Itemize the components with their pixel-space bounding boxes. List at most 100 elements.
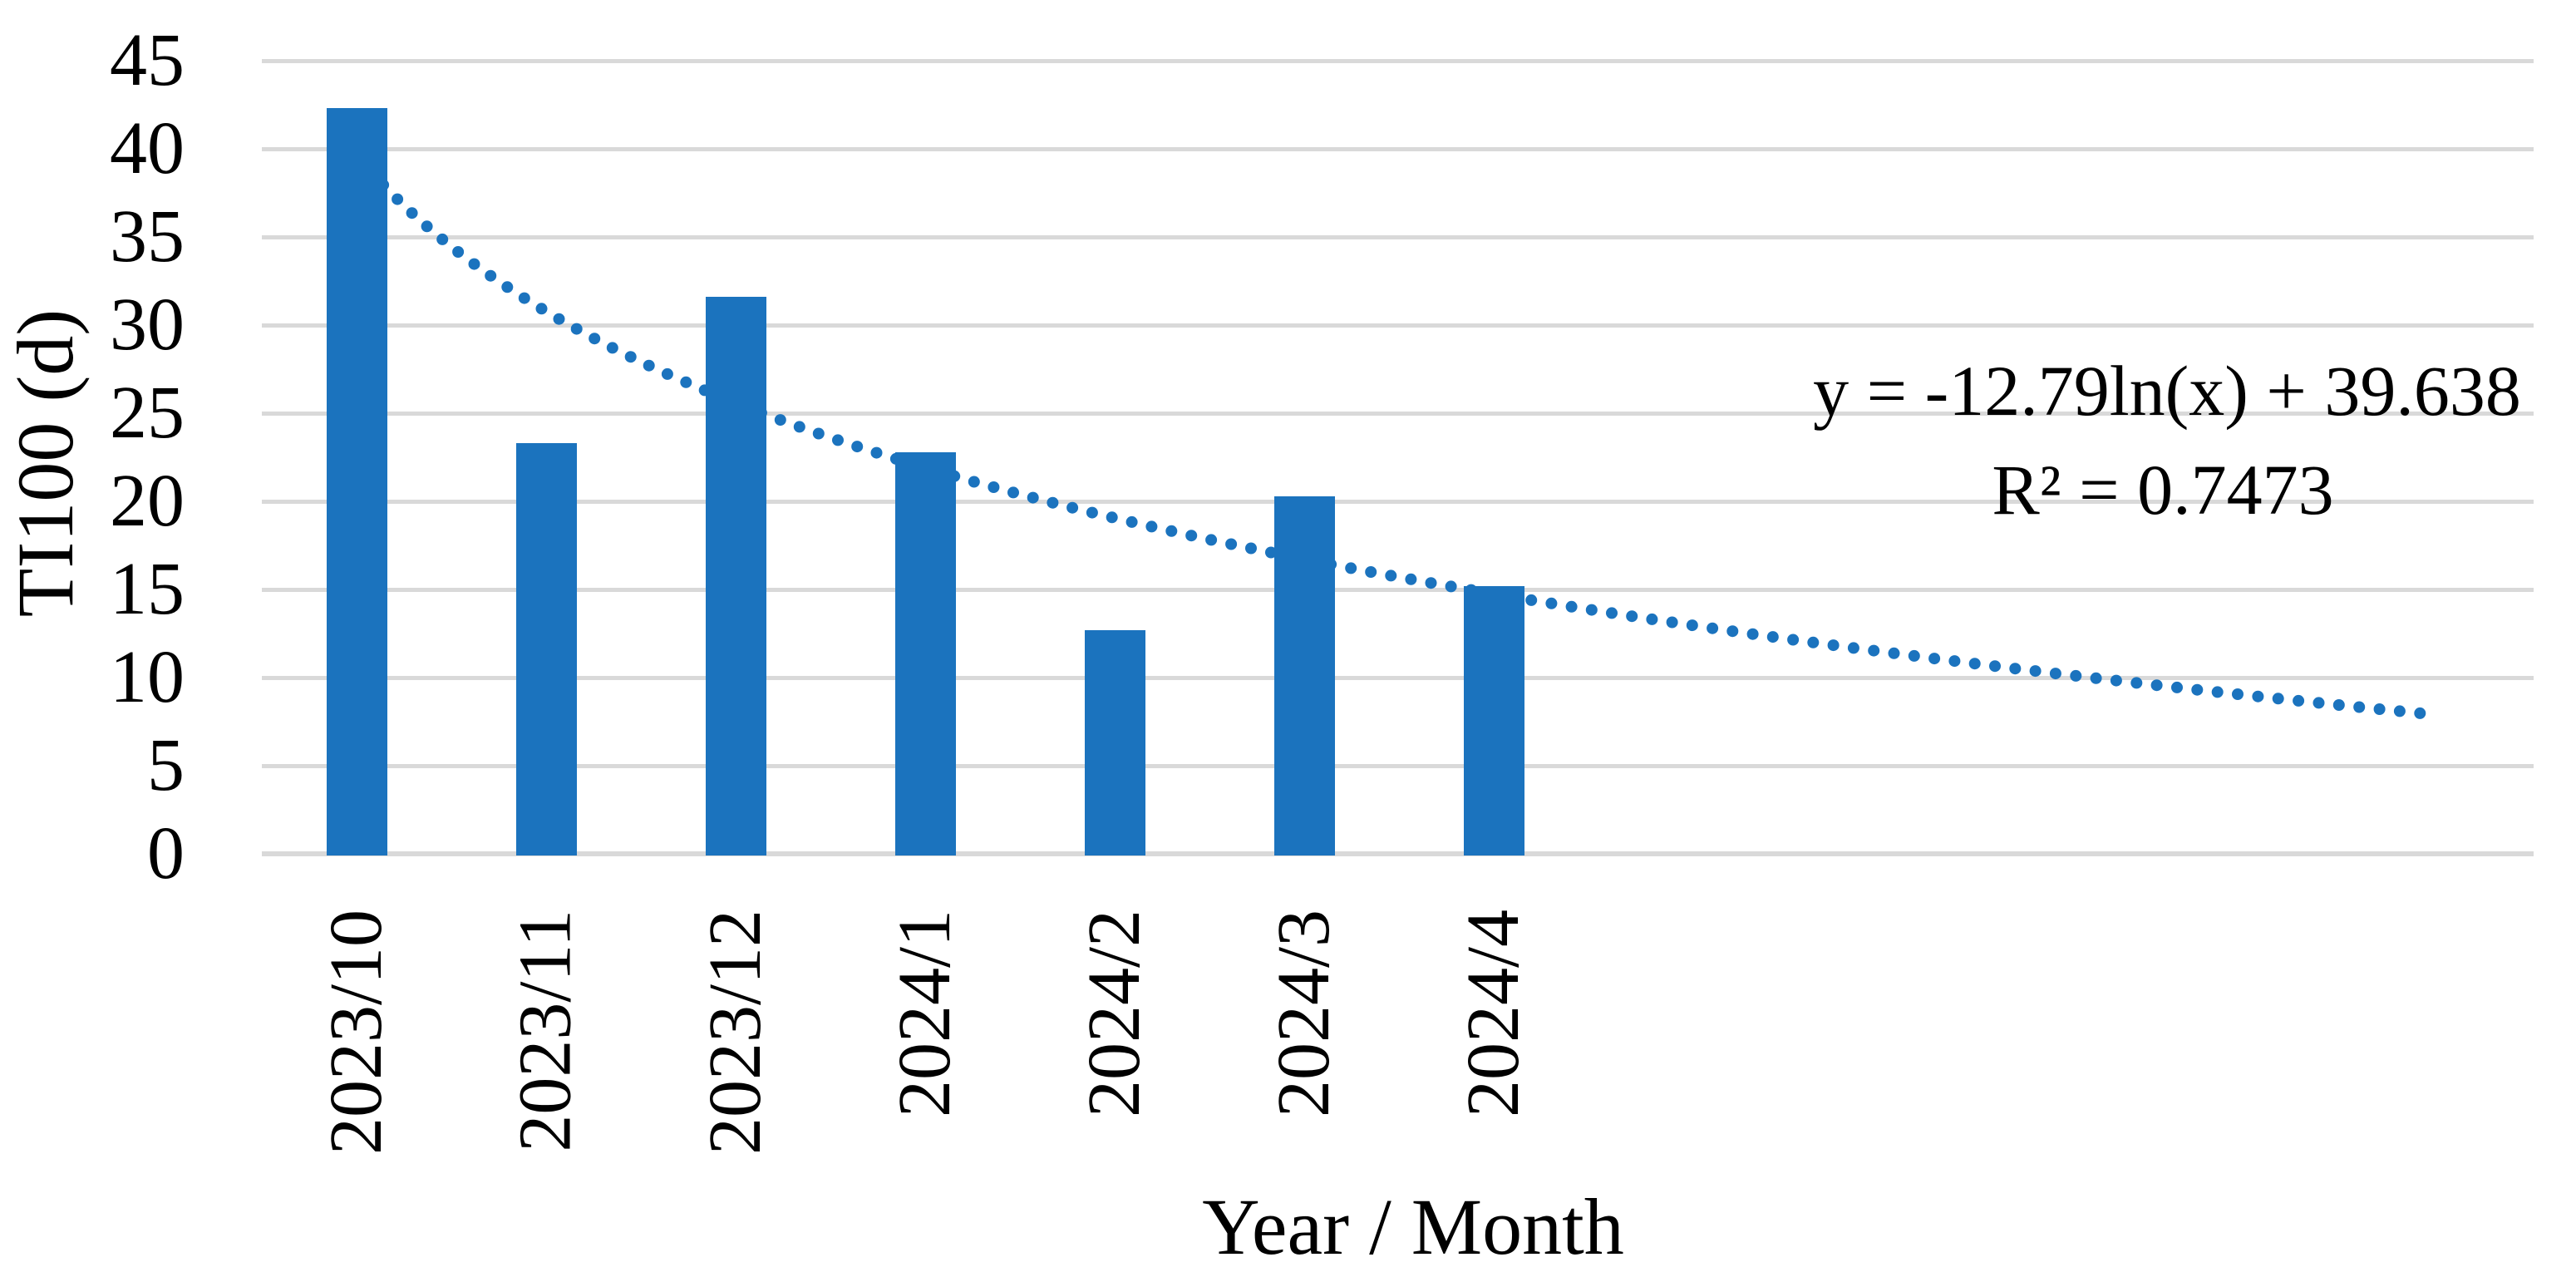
trendline-dot	[1787, 634, 1800, 646]
trendline-dot	[1928, 653, 1941, 665]
gridline-35	[262, 235, 2534, 239]
trendline-dot	[774, 414, 786, 426]
trendline-dot	[968, 476, 980, 488]
trendline-dot	[1545, 597, 1558, 609]
trendline-dot	[1746, 628, 1759, 640]
trendline-dot	[643, 359, 655, 372]
trendline-dot	[2049, 668, 2061, 680]
trendline-dot	[2191, 683, 2204, 696]
trendline-dot	[1989, 660, 2001, 673]
y-tick-15: 15	[110, 548, 185, 630]
bar-2024-3	[1274, 496, 1335, 855]
trendline-dot	[1827, 639, 1840, 652]
trendline-r-squared: R² = 0.7473	[1992, 450, 2334, 530]
trendline-dot	[1345, 562, 1357, 574]
trendline-dot	[1766, 631, 1779, 643]
trendline-dot	[406, 207, 418, 219]
trendline-dot	[501, 281, 514, 293]
trendline-dot	[1145, 520, 1158, 533]
x-axis-title: Year / Month	[1202, 1182, 1624, 1271]
trendline-dot	[1626, 610, 1638, 623]
y-tick-5: 5	[147, 724, 185, 806]
trendline-dot	[2373, 703, 2386, 715]
trendline-dot	[1686, 619, 1698, 632]
trendline-dot	[2393, 705, 2406, 717]
gridline-20	[262, 500, 2534, 504]
trendline-dot	[2414, 707, 2426, 719]
y-tick-10: 10	[110, 636, 185, 718]
trendline-dot	[2029, 665, 2042, 678]
trendline-dot	[1185, 530, 1198, 542]
y-tick-0: 0	[147, 812, 185, 895]
trendline-dot	[1165, 525, 1178, 537]
x-axis-line	[262, 851, 2534, 856]
gridline-5	[262, 764, 2534, 768]
trendline-dot	[2110, 674, 2122, 687]
trendline-dot	[832, 434, 844, 446]
trendline-dot	[1807, 636, 1820, 648]
gridline-30	[262, 323, 2534, 328]
trendline-dot	[589, 333, 601, 345]
trendline-dot	[1948, 655, 1961, 668]
trendline-dot	[2293, 694, 2305, 707]
bar-2023-12	[706, 297, 766, 855]
trendline-dot	[1908, 649, 1920, 662]
trendline-dot	[2232, 688, 2244, 700]
trendline-dot	[624, 351, 637, 363]
trendline-dot	[1888, 647, 1900, 659]
trendline-dot	[570, 323, 583, 335]
trendline-dot	[793, 421, 805, 433]
trendline-dot	[2312, 697, 2325, 709]
bar-2024-4	[1464, 586, 1524, 855]
trendline-dot	[518, 292, 530, 304]
trendline-equation: y = -12.79ln(x) + 39.638	[1813, 351, 2521, 431]
trendline-dot	[553, 313, 565, 325]
trendline-dot	[1106, 511, 1118, 524]
y-tick-40: 40	[110, 107, 185, 190]
trendline-dot	[1125, 515, 1138, 528]
trendline-dot	[812, 427, 825, 440]
bar-2024-1	[895, 452, 956, 855]
trendline-dot	[452, 246, 465, 258]
trendline-dot	[421, 220, 433, 233]
y-tick-20: 20	[110, 460, 185, 542]
y-tick-45: 45	[110, 19, 185, 101]
y-tick-25: 25	[110, 372, 185, 454]
trendline-dot	[436, 233, 449, 245]
trendline-dot	[1405, 573, 1417, 585]
trendline-dot	[2090, 672, 2102, 684]
trendline-dot	[2009, 663, 2022, 675]
trendline-dot	[1066, 501, 1079, 514]
trendline-dot	[468, 258, 480, 270]
trendline-dot	[661, 367, 673, 380]
trendline-dot	[680, 376, 692, 388]
trendline-dot	[1027, 491, 1039, 504]
trendline-dot	[1868, 644, 1880, 657]
bar-2023-10	[327, 108, 387, 855]
trendline-dot	[535, 303, 548, 315]
y-tick-35: 35	[110, 195, 185, 278]
gridline-40	[262, 147, 2534, 151]
bar-2023-11	[516, 443, 577, 855]
trendline-dot	[1525, 594, 1538, 606]
trendline-dot	[1225, 538, 1238, 550]
trendline-dot	[606, 342, 618, 354]
trendline-dot	[870, 446, 883, 459]
gridline-45	[262, 59, 2534, 63]
trendline-dot	[1265, 546, 1277, 559]
trendline-dot	[1245, 542, 1257, 555]
trendline-dot	[1205, 534, 1218, 546]
y-tick-30: 30	[110, 284, 185, 366]
trendline-dot	[1385, 569, 1397, 582]
trendline-dot	[1086, 506, 1098, 519]
trendline-dot	[2130, 677, 2143, 689]
trendline-dot	[1726, 625, 1739, 638]
trendline-dot	[988, 481, 1000, 493]
trendline-dot	[1565, 600, 1578, 613]
trendline-dot	[2150, 679, 2163, 692]
trendline-dot	[485, 269, 497, 282]
trendline-dot	[1646, 613, 1658, 625]
trendline-dot	[1585, 604, 1598, 616]
trendline-dot	[2353, 701, 2366, 713]
